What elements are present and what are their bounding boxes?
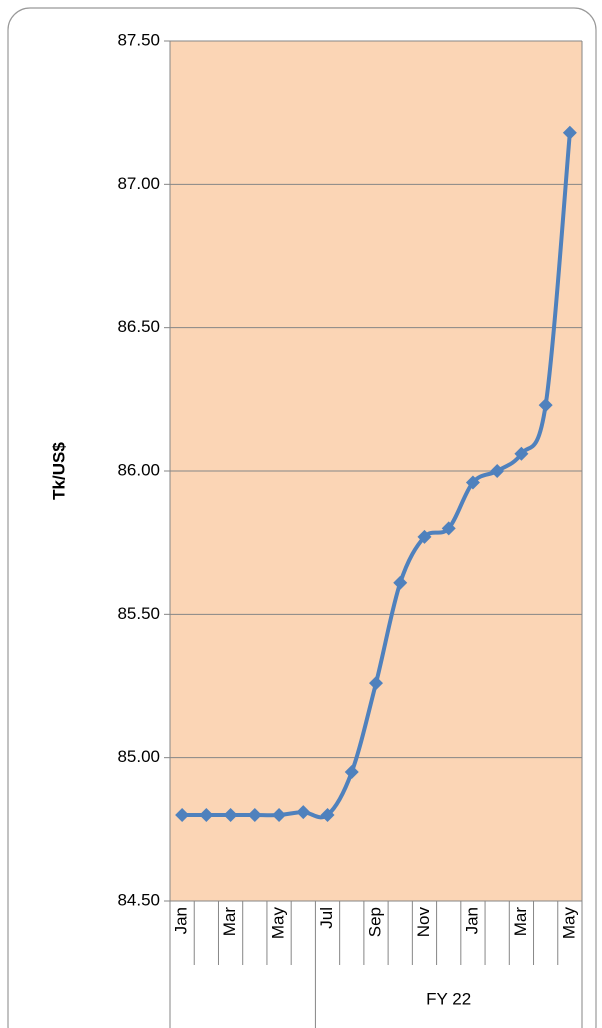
data-point	[393, 575, 408, 590]
data-point	[175, 808, 190, 822]
x-tick-label: Mar	[220, 907, 239, 937]
y-tick-label: 87.50	[117, 30, 160, 49]
x-tick-label: Mar	[511, 907, 530, 937]
data-point	[296, 805, 311, 820]
y-tick-label: 85.00	[117, 747, 160, 766]
data-point	[538, 398, 553, 413]
data-point	[465, 475, 480, 490]
y-axis-label: Tk/US$	[49, 442, 68, 500]
data-point	[369, 676, 383, 691]
y-tick-label: 87.00	[117, 174, 160, 193]
y-tick-label: 85.50	[117, 604, 160, 623]
data-point	[514, 446, 529, 461]
data-point	[247, 808, 262, 822]
x-tick-label: Sep	[365, 907, 384, 937]
x-tick-label: Jan	[172, 907, 191, 934]
x-tick-label: May	[559, 907, 578, 940]
data-point	[417, 529, 432, 544]
data-point	[272, 808, 287, 822]
group-label: FY 22	[426, 989, 471, 1008]
data-point	[199, 808, 214, 822]
data-point	[441, 521, 456, 536]
y-tick-label: 86.50	[117, 317, 160, 336]
data-point	[490, 464, 505, 478]
data-point	[320, 808, 335, 822]
y-tick-label: 84.50	[117, 890, 160, 909]
x-tick-label: Jan	[462, 907, 481, 934]
x-tick-label: May	[269, 907, 288, 940]
data-point	[562, 125, 577, 140]
y-tick-label: 86.00	[117, 460, 160, 479]
x-tick-label: Jul	[317, 907, 336, 929]
data-point	[223, 808, 238, 822]
x-tick-label: Nov	[414, 907, 433, 938]
data-point	[344, 765, 359, 779]
